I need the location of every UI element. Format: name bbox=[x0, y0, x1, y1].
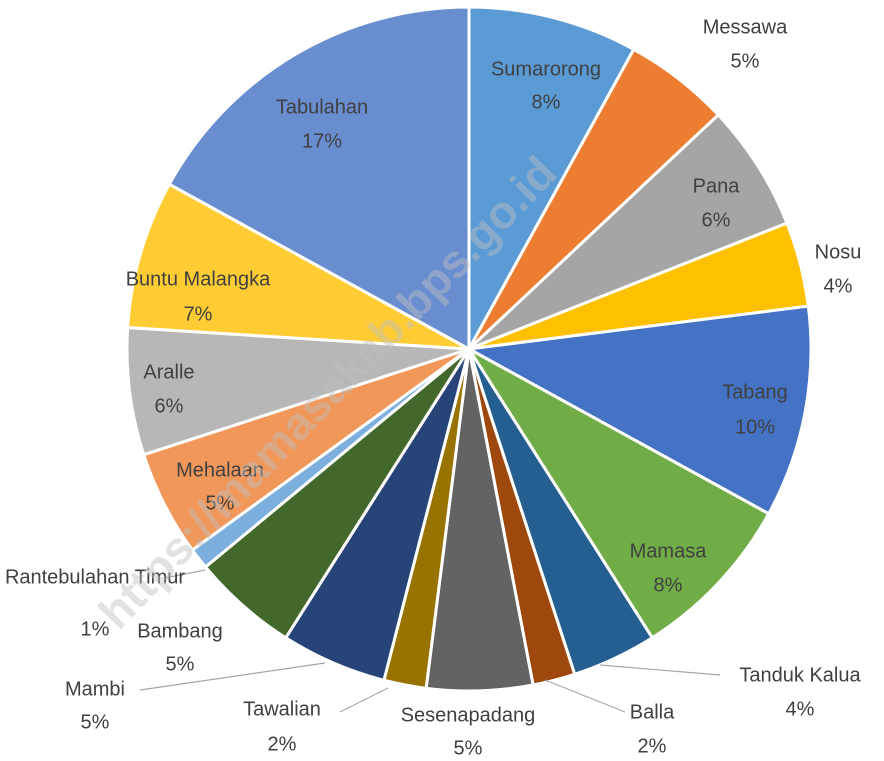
slice-value-label: 5% bbox=[166, 653, 195, 675]
slice-value-label: 7% bbox=[184, 303, 213, 325]
pie-slice bbox=[167, 5, 471, 352]
slice-label: Tawalian bbox=[243, 698, 321, 720]
slice-value-label: 8% bbox=[654, 574, 683, 596]
slice-label: Balla bbox=[630, 701, 675, 723]
slice-value-label: 5% bbox=[454, 737, 483, 759]
slice-label: Mamasa bbox=[630, 540, 708, 562]
pie-slice bbox=[125, 325, 470, 457]
leader-line bbox=[164, 569, 206, 579]
slice-label: Tabulahan bbox=[276, 96, 368, 118]
slice-value-label: 10% bbox=[735, 416, 775, 438]
leader-line bbox=[139, 662, 326, 691]
pie-slice bbox=[467, 5, 636, 350]
slice-label: Buntu Malangka bbox=[126, 268, 271, 290]
slice-value-label: 6% bbox=[702, 209, 731, 231]
slice-value-label: 5% bbox=[206, 492, 235, 514]
slice-value-label: 4% bbox=[786, 698, 815, 720]
slice-label: Sesenapadang bbox=[401, 704, 536, 726]
pie-slice bbox=[464, 304, 813, 516]
slice-value-label: 6% bbox=[155, 395, 184, 417]
slice-label: Aralle bbox=[143, 361, 194, 383]
slice-label: Bambang bbox=[137, 620, 223, 642]
slice-label: Tabang bbox=[722, 381, 788, 403]
pie-slice bbox=[467, 347, 771, 640]
slice-value-label: 2% bbox=[268, 733, 297, 755]
slice-label: Mehalaan bbox=[176, 459, 264, 481]
slice-label: Pana bbox=[693, 175, 741, 197]
slice-label: Messawa bbox=[703, 16, 788, 38]
slice-label: Mambi bbox=[65, 678, 125, 700]
slice-label: Nosu bbox=[815, 241, 862, 263]
slice-value-label: 5% bbox=[731, 50, 760, 72]
slice-value-label: 17% bbox=[302, 130, 342, 152]
slice-value-label: 2% bbox=[638, 735, 667, 757]
slice-value-label: 5% bbox=[81, 711, 110, 733]
leader-line bbox=[339, 687, 389, 713]
slice-value-label: 1% bbox=[81, 618, 110, 640]
pie-slice bbox=[467, 112, 789, 351]
pie-slice bbox=[126, 182, 470, 351]
slice-value-label: 4% bbox=[824, 275, 853, 297]
slice-label: Tanduk Kalua bbox=[739, 664, 861, 686]
slice-value-label: 8% bbox=[532, 91, 561, 113]
leader-line bbox=[599, 664, 721, 676]
slice-label: Sumarorong bbox=[491, 58, 601, 80]
slice-label: Rantebulahan Timur bbox=[5, 566, 185, 588]
leader-line bbox=[544, 679, 626, 713]
